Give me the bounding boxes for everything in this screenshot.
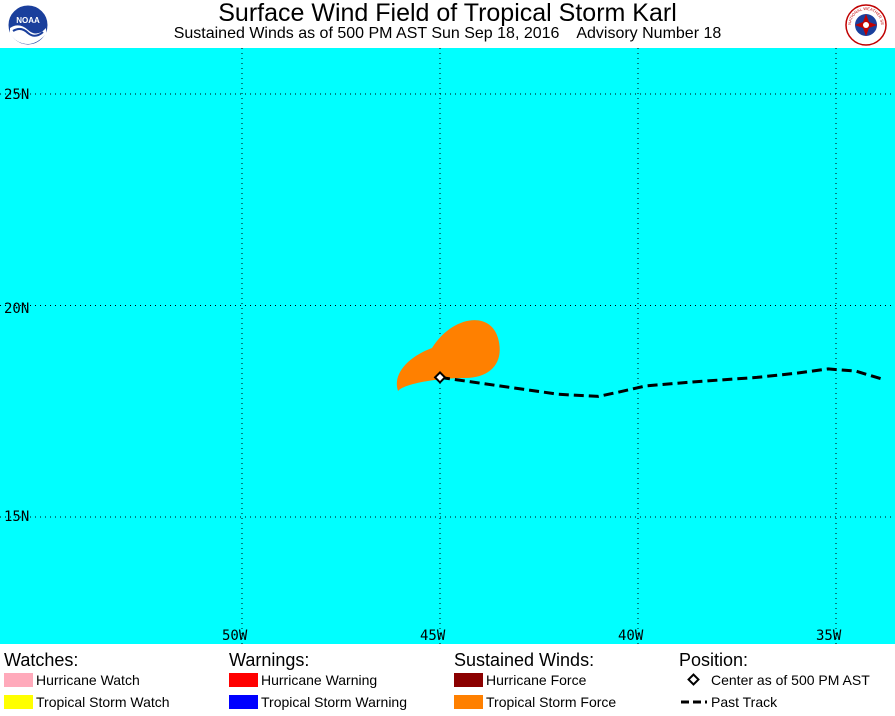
lon-label-50w: 50W — [222, 628, 248, 644]
map-canvas — [0, 48, 895, 644]
page-title: Surface Wind Field of Tropical Storm Kar… — [218, 0, 677, 27]
legend-label: Past Track — [711, 694, 778, 710]
legend-label: Hurricane Warning — [261, 672, 378, 688]
hurricane-force-swatch — [454, 673, 483, 687]
legend-label: Tropical Storm Watch — [36, 694, 170, 710]
legend-label: Center as of 500 PM AST — [711, 672, 870, 688]
past-track-line — [439, 367, 884, 398]
svg-text:NOAA: NOAA — [16, 16, 40, 25]
legend-label: Tropical Storm Force — [486, 694, 617, 710]
tropical-storm-force-wind-field — [396, 320, 500, 391]
lon-label-40w: 40W — [618, 628, 644, 644]
lat-label-15n: 15N — [4, 509, 30, 525]
hurricane-warning-swatch — [229, 673, 258, 687]
storm-center-diamond-icon — [433, 371, 447, 384]
legend-heading-winds: Sustained Winds: — [454, 650, 595, 670]
legend-heading-position: Position: — [679, 650, 749, 670]
lat-label-20n: 20N — [4, 301, 30, 317]
legend-label: Hurricane Force — [486, 672, 587, 688]
lat-label-25n: 25N — [4, 87, 30, 103]
lon-label-35w: 35W — [816, 628, 842, 644]
tropical-storm-warning-swatch — [229, 695, 258, 709]
header: NOAA Surface Wind Field of Tropical Stor… — [0, 0, 895, 48]
legend-heading-watches: Watches: — [4, 650, 79, 670]
legend: Watches: Hurricane Watch Tropical Storm … — [0, 644, 895, 716]
dashed-line-icon — [681, 700, 707, 704]
diamond-icon — [687, 673, 700, 686]
map: 25N 20N 15N 50W 45W 40W 35W — [0, 48, 895, 644]
nws-logo: NATIONAL WEATHER SERVICE — [844, 0, 887, 46]
page-subtitle: Sustained Winds as of 500 PM AST Sun Sep… — [173, 25, 722, 42]
graticule — [0, 48, 895, 644]
legend-label: Tropical Storm Warning — [261, 694, 408, 710]
noaa-logo: NOAA — [7, 4, 49, 46]
legend-label: Hurricane Watch — [36, 672, 140, 688]
legend-heading-warnings: Warnings: — [229, 650, 310, 670]
lon-label-45w: 45W — [420, 628, 446, 644]
tropical-storm-watch-swatch — [4, 695, 33, 709]
hurricane-watch-swatch — [4, 673, 33, 687]
tropical-storm-force-swatch — [454, 695, 483, 709]
